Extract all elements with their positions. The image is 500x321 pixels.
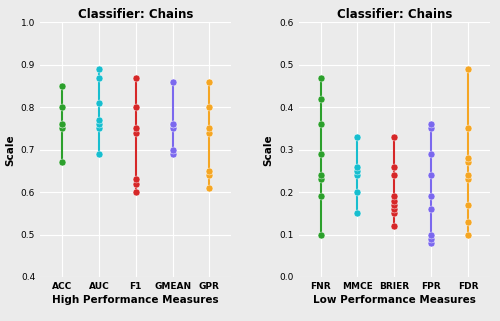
Y-axis label: Scale: Scale bbox=[5, 134, 15, 166]
X-axis label: Low Performance Measures: Low Performance Measures bbox=[313, 295, 476, 305]
Title: Classifier: Chains: Classifier: Chains bbox=[336, 8, 452, 21]
Y-axis label: Scale: Scale bbox=[264, 134, 274, 166]
Title: Classifier: Chains: Classifier: Chains bbox=[78, 8, 194, 21]
X-axis label: High Performance Measures: High Performance Measures bbox=[52, 295, 219, 305]
